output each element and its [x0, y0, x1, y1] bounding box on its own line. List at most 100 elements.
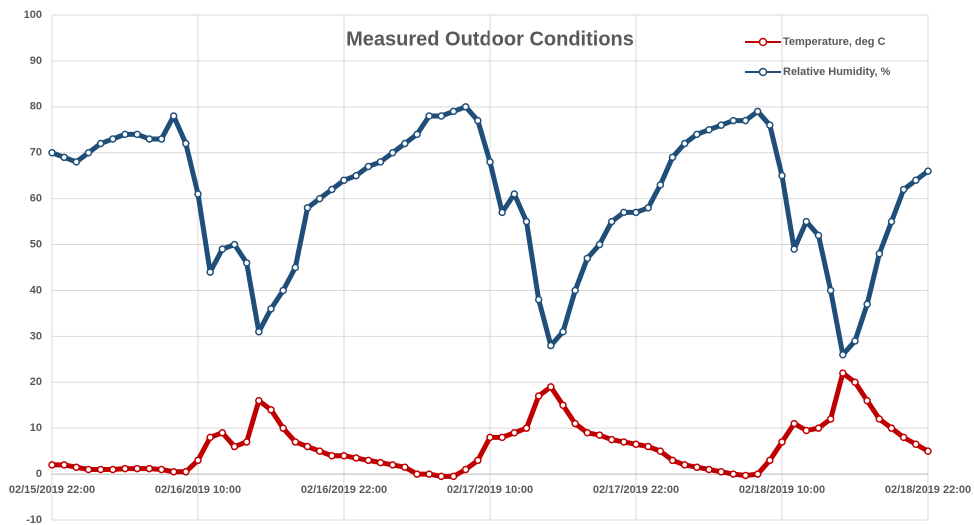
data-point — [632, 208, 640, 217]
data-point — [437, 472, 446, 481]
data-point — [474, 116, 482, 125]
legend-label: Temperature, deg C — [783, 36, 886, 48]
y-tick-label: 10 — [30, 422, 42, 434]
data-point — [413, 130, 421, 139]
data-point — [267, 406, 275, 414]
data-point — [790, 245, 798, 253]
data-point — [328, 185, 336, 194]
data-point — [303, 204, 312, 212]
data-point — [486, 433, 494, 442]
data-point — [279, 286, 287, 295]
data-point — [133, 130, 141, 139]
y-tick-label: -10 — [26, 514, 42, 525]
data-point — [340, 451, 348, 460]
x-tick-label: 02/16/2019 10:00 — [155, 484, 241, 496]
data-point — [729, 470, 738, 478]
data-point — [826, 415, 835, 423]
data-point — [656, 447, 665, 455]
data-point — [352, 454, 360, 462]
data-point — [461, 103, 470, 111]
data-point — [668, 456, 677, 465]
data-point — [169, 112, 178, 120]
data-point — [96, 139, 105, 148]
data-point — [887, 217, 896, 226]
data-point — [887, 424, 896, 432]
data-point — [559, 328, 567, 336]
data-point — [729, 116, 738, 125]
data-point — [595, 431, 604, 439]
data-point — [912, 440, 920, 448]
data-point — [461, 465, 470, 474]
data-point — [693, 130, 701, 139]
data-point — [778, 171, 786, 180]
data-point — [449, 107, 458, 116]
data-point — [315, 447, 324, 455]
data-point — [510, 190, 519, 198]
data-point — [194, 190, 202, 198]
data-point — [522, 217, 531, 226]
data-point — [364, 162, 373, 171]
data-point — [705, 465, 713, 474]
data-point — [717, 468, 725, 476]
y-tick-label: 80 — [30, 101, 42, 113]
data-point — [802, 217, 811, 226]
data-point — [753, 470, 762, 478]
data-point — [814, 424, 823, 432]
data-point — [534, 392, 543, 400]
data-point — [814, 231, 823, 240]
data-point — [96, 465, 105, 474]
legend-marker — [758, 37, 768, 47]
data-point — [498, 433, 506, 442]
data-point — [851, 337, 859, 345]
data-point — [571, 286, 579, 295]
data-point — [413, 470, 421, 478]
data-point — [522, 424, 531, 432]
data-point — [899, 433, 908, 442]
data-point — [121, 464, 129, 473]
data-point — [717, 121, 725, 129]
data-point — [401, 139, 409, 148]
y-tick-label: 30 — [30, 330, 42, 342]
data-point — [510, 429, 519, 437]
data-point — [802, 426, 811, 435]
data-point — [607, 217, 616, 226]
data-point — [157, 135, 166, 143]
data-point — [680, 139, 689, 148]
data-point — [632, 440, 640, 448]
data-point — [255, 328, 263, 336]
data-point — [388, 461, 397, 469]
data-point — [109, 465, 117, 474]
x-tick-label: 02/15/2019 22:00 — [9, 484, 95, 496]
data-point — [169, 468, 178, 476]
data-point — [924, 447, 932, 455]
data-point — [486, 158, 494, 166]
data-point — [875, 415, 884, 423]
y-tick-label: 60 — [30, 193, 42, 205]
data-point — [498, 208, 506, 217]
data-point — [741, 116, 750, 125]
y-tick-label: 40 — [30, 284, 42, 296]
data-point — [340, 176, 348, 185]
x-tick-label: 02/16/2019 22:00 — [301, 484, 387, 496]
data-point — [644, 204, 652, 212]
data-point — [583, 429, 592, 437]
data-point — [206, 433, 214, 442]
data-point — [839, 369, 847, 377]
x-tick-label: 02/18/2019 22:00 — [885, 484, 971, 496]
data-point — [279, 424, 287, 432]
data-point — [267, 305, 275, 313]
data-point — [474, 456, 482, 465]
data-point — [741, 471, 750, 480]
data-point — [291, 438, 300, 446]
data-point — [766, 121, 774, 129]
data-point — [912, 176, 920, 185]
data-point — [753, 107, 762, 116]
data-point — [182, 468, 190, 476]
data-point — [693, 463, 701, 471]
data-point — [826, 286, 835, 295]
data-point — [194, 456, 202, 465]
y-tick-label: 20 — [30, 376, 42, 388]
data-point — [182, 139, 190, 148]
data-point — [145, 135, 154, 143]
x-tick-label: 02/17/2019 22:00 — [593, 484, 679, 496]
